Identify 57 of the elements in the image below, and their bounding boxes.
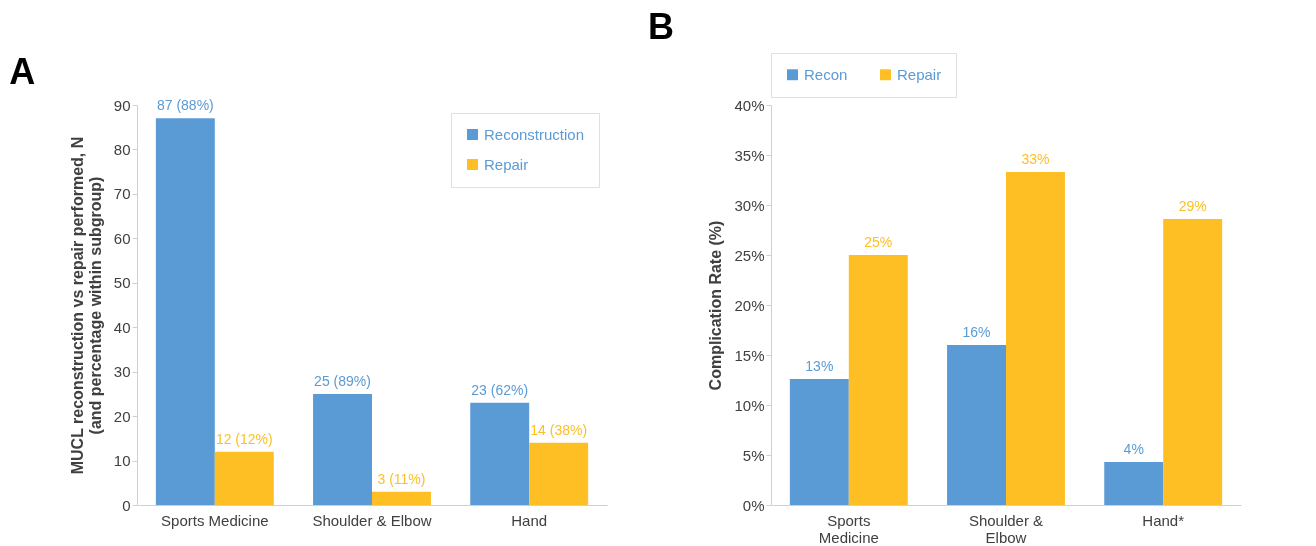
y-tick-label: 0 xyxy=(122,496,131,514)
y-tick-label: 30% xyxy=(734,196,765,214)
chart-title: A xyxy=(9,51,36,92)
bar xyxy=(947,345,1006,505)
data-label: 33% xyxy=(1021,151,1050,167)
data-label: 14 (38%) xyxy=(530,421,588,438)
bar xyxy=(214,451,274,505)
data-label: 25% xyxy=(864,234,893,250)
y-tick-label: 10% xyxy=(734,396,765,414)
x-tick-label: Shoulder & Elbow xyxy=(968,511,1044,546)
y-tick-label: 50 xyxy=(113,274,131,292)
data-label: 87 (88%) xyxy=(156,97,214,114)
y-tick-label: 60 xyxy=(113,229,131,247)
y-tick-label: 40% xyxy=(734,96,765,114)
bar xyxy=(848,255,908,505)
y-axis-title: MUCL reconstruction vs repair performed, N (and percentage within subgroup) xyxy=(68,136,104,475)
y-tick-label: 90 xyxy=(113,96,131,114)
y-tick-label: 20% xyxy=(734,296,765,314)
y-tick-label: 70 xyxy=(113,185,131,203)
data-label: 13% xyxy=(805,358,834,374)
data-label: 25 (89%) xyxy=(314,372,371,389)
bar xyxy=(1163,219,1223,505)
bar xyxy=(372,491,431,505)
x-tick-label: Sports Medicine xyxy=(161,511,269,529)
y-axis-title: Complication Rate (%) xyxy=(707,220,725,391)
bar xyxy=(313,393,372,505)
data-label: 16% xyxy=(962,324,991,340)
data-label: 4% xyxy=(1123,441,1144,457)
y-tick-label: 10 xyxy=(113,452,131,470)
data-label: 29% xyxy=(1178,198,1207,214)
legend-label: Reconstruction xyxy=(484,125,585,143)
y-tick-label: 80 xyxy=(113,140,131,158)
bar xyxy=(470,402,530,505)
bar xyxy=(155,118,215,505)
bar xyxy=(1006,172,1065,505)
y-tick-label: 30 xyxy=(113,363,131,381)
legend-label: Repair xyxy=(484,155,529,173)
y-tick-label: 0% xyxy=(742,496,765,514)
data-label: 23 (62%) xyxy=(471,381,529,398)
bar xyxy=(1104,462,1164,505)
legend-label: Recon xyxy=(804,65,848,83)
y-tick-label: 20 xyxy=(113,407,131,425)
bar xyxy=(789,379,849,505)
data-label: 3 (11%) xyxy=(377,470,426,487)
x-tick-label: Shoulder & Elbow xyxy=(312,511,432,529)
y-tick-label: 15% xyxy=(734,346,765,364)
bar xyxy=(529,442,589,505)
data-label: 12 (12%) xyxy=(215,430,273,447)
y-tick-label: 5% xyxy=(742,446,765,464)
x-tick-label: Hand* xyxy=(1142,511,1185,529)
y-tick-label: 40 xyxy=(113,318,131,336)
y-tick-label: 35% xyxy=(734,146,765,164)
legend-label: Repair xyxy=(897,65,942,83)
chart-title: B xyxy=(647,5,674,47)
x-tick-label: Sports Medicine xyxy=(818,511,879,546)
x-tick-label: Hand xyxy=(511,511,548,529)
y-tick-label: 25% xyxy=(734,246,765,264)
